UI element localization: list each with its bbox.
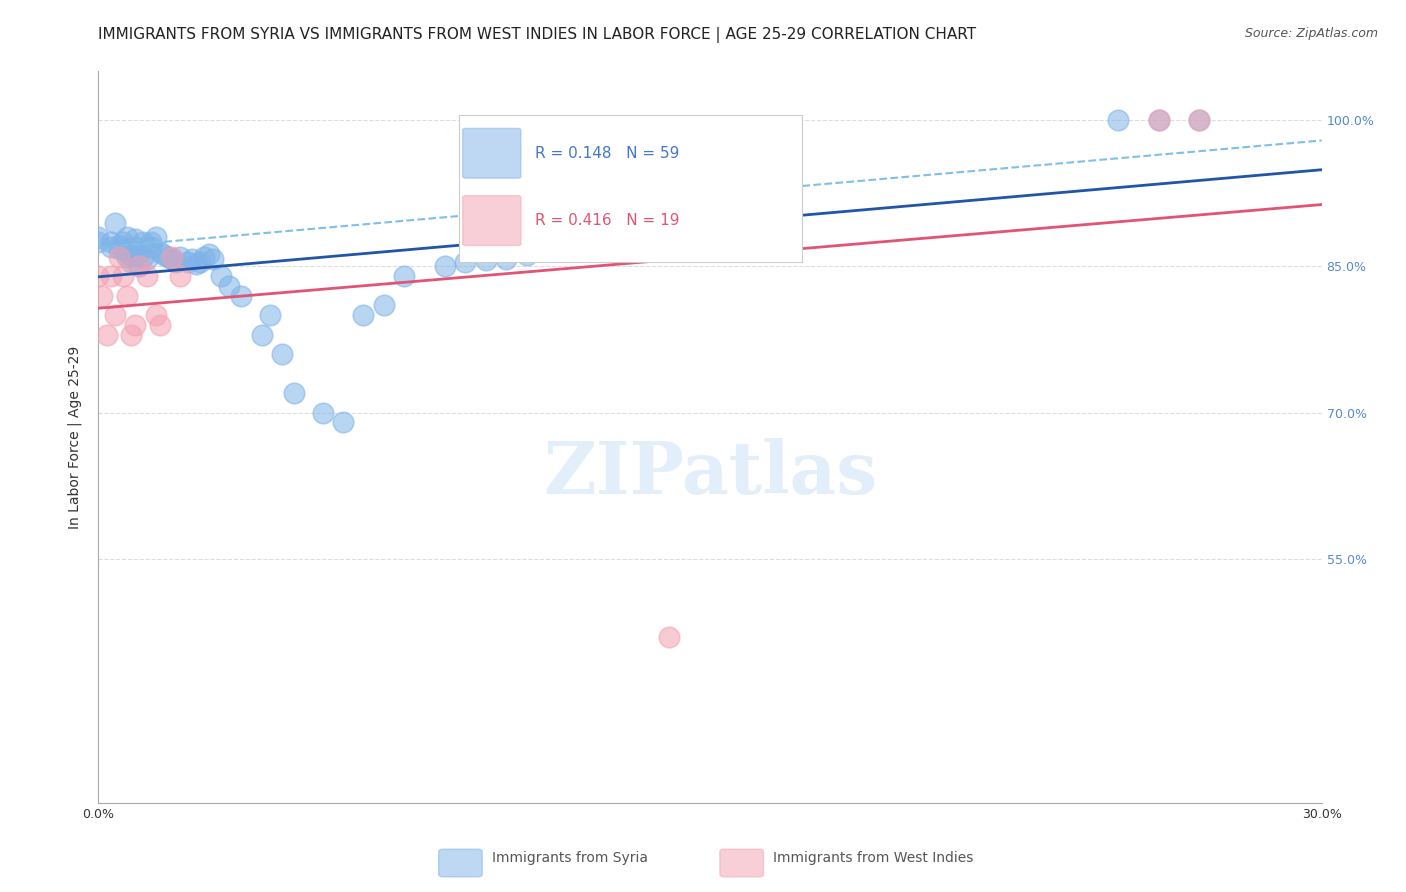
Point: [124, 240, 146, 254]
Point: [197, 246, 219, 260]
Point: [124, 318, 146, 332]
Point: [120, 327, 142, 342]
Point: [132, 235, 155, 249]
Point: [128, 260, 150, 274]
Point: [188, 254, 212, 268]
Point: [141, 240, 163, 254]
Text: Immigrants from Syria: Immigrants from Syria: [492, 851, 648, 865]
Point: [128, 260, 150, 274]
Point: [111, 269, 134, 284]
Point: [557, 242, 579, 256]
Point: [115, 230, 138, 244]
Point: [136, 252, 159, 266]
Point: [115, 250, 138, 264]
Point: [270, 347, 294, 361]
Point: [145, 230, 167, 244]
Point: [218, 279, 240, 293]
Point: [156, 250, 179, 264]
Point: [1147, 113, 1170, 128]
Point: [373, 298, 395, 312]
Point: [193, 250, 215, 264]
Point: [87, 235, 110, 249]
Point: [111, 235, 134, 249]
Point: [141, 235, 163, 249]
Point: [250, 327, 273, 342]
Point: [181, 252, 204, 266]
Point: [186, 257, 208, 271]
Point: [434, 260, 457, 274]
Point: [136, 269, 159, 284]
Text: IMMIGRANTS FROM SYRIA VS IMMIGRANTS FROM WEST INDIES IN LABOR FORCE | AGE 25-29 : IMMIGRANTS FROM SYRIA VS IMMIGRANTS FROM…: [98, 27, 977, 43]
Point: [104, 308, 127, 322]
Point: [120, 254, 142, 268]
Point: [283, 386, 305, 401]
Point: [96, 327, 118, 342]
Point: [352, 308, 374, 322]
Point: [149, 244, 172, 259]
Point: [177, 254, 200, 268]
Point: [87, 230, 110, 244]
Text: Immigrants from West Indies: Immigrants from West Indies: [773, 851, 974, 865]
Point: [1188, 113, 1211, 128]
Point: [1147, 113, 1170, 128]
Point: [87, 269, 110, 284]
Point: [576, 240, 599, 254]
Point: [111, 242, 134, 256]
Point: [115, 288, 138, 302]
Point: [658, 630, 681, 644]
Point: [454, 254, 477, 268]
Point: [100, 235, 122, 249]
Point: [128, 244, 150, 259]
Point: [201, 252, 224, 266]
Point: [1188, 113, 1211, 128]
Point: [120, 248, 142, 262]
Point: [108, 242, 131, 256]
Point: [231, 288, 253, 302]
Point: [169, 269, 191, 284]
Point: [149, 318, 172, 332]
Point: [332, 416, 354, 430]
Point: [209, 269, 232, 284]
Point: [392, 269, 416, 284]
Point: [160, 252, 183, 266]
Point: [165, 254, 187, 268]
Point: [1107, 113, 1129, 128]
Point: [312, 406, 335, 420]
Text: Source: ZipAtlas.com: Source: ZipAtlas.com: [1244, 27, 1378, 40]
Point: [132, 250, 155, 264]
Point: [115, 244, 138, 259]
Point: [91, 288, 114, 302]
Point: [152, 248, 174, 262]
Point: [108, 238, 131, 252]
Point: [104, 215, 127, 229]
Point: [495, 252, 517, 266]
Point: [145, 308, 167, 322]
Point: [169, 250, 191, 264]
Point: [108, 250, 131, 264]
Y-axis label: In Labor Force | Age 25-29: In Labor Force | Age 25-29: [67, 345, 83, 529]
Text: ZIPatlas: ZIPatlas: [543, 438, 877, 509]
Point: [100, 240, 122, 254]
Point: [474, 252, 498, 267]
Point: [259, 308, 281, 322]
Point: [516, 248, 538, 262]
Point: [124, 232, 146, 246]
Point: [100, 269, 122, 284]
Point: [160, 250, 183, 264]
